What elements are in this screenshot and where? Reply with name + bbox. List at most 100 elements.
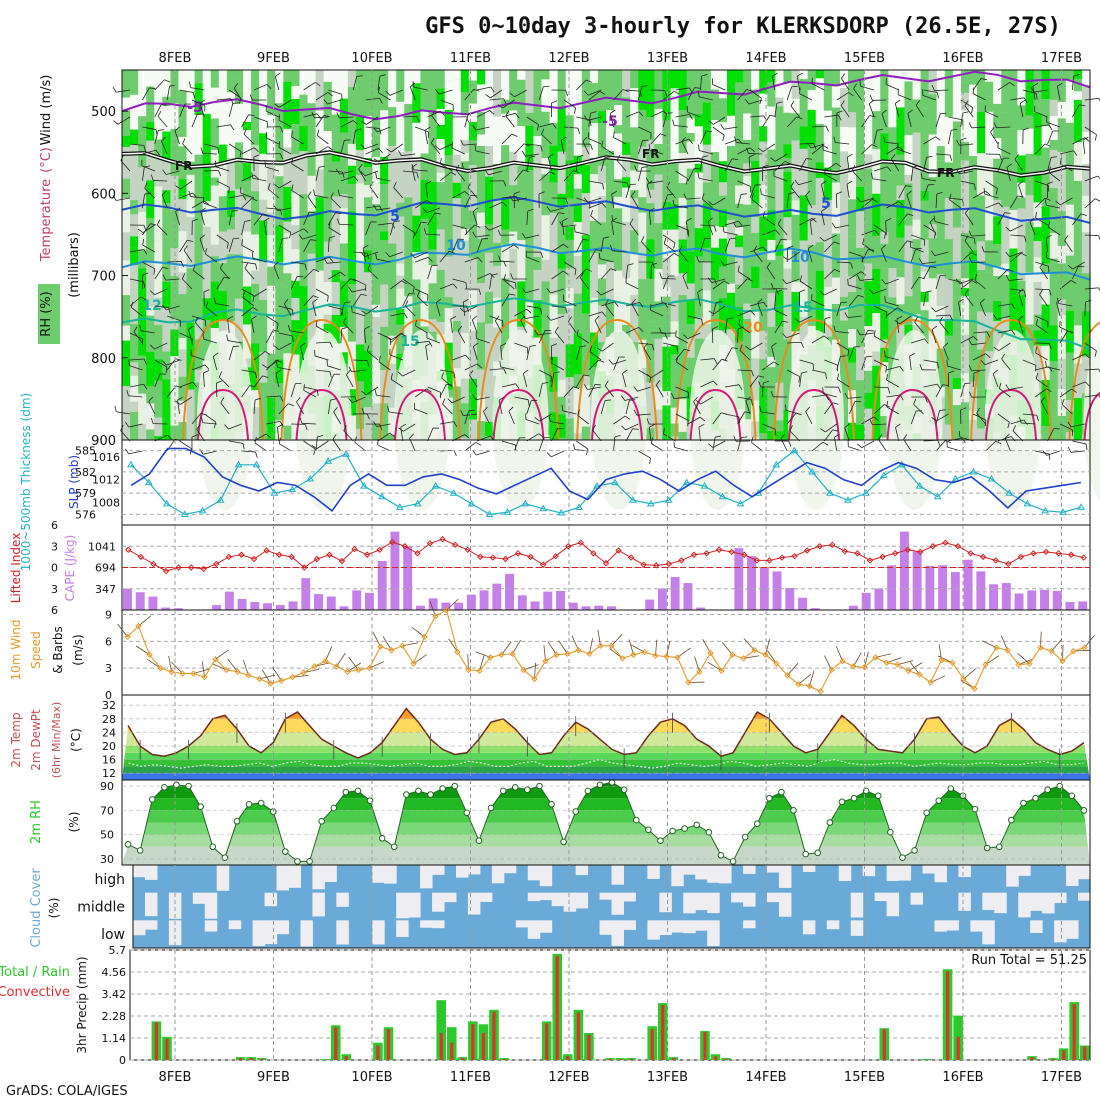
- rh-cell: [154, 359, 163, 381]
- wind-barb-flag: [753, 245, 758, 252]
- wind-marker: [1048, 647, 1055, 655]
- wind-barb: [340, 120, 354, 128]
- bottom-date-label: 16FEB: [942, 1070, 983, 1085]
- wind-barb: [202, 152, 217, 155]
- wind-barb-flag: [489, 273, 495, 279]
- rh2m-marker: [245, 800, 253, 808]
- wind-marker: [531, 675, 538, 683]
- wind-barb: [265, 110, 279, 118]
- wind-marker: [322, 657, 329, 665]
- wind-marker: [575, 647, 582, 654]
- wind-barb: [179, 192, 193, 199]
- cloud-clear-cell: [1018, 892, 1031, 918]
- rh-cell: [614, 105, 623, 126]
- cape-bar: [1040, 589, 1049, 610]
- rh-cell: [412, 70, 421, 84]
- rh-cell: [146, 148, 155, 181]
- rh-cell: [839, 350, 849, 393]
- rh-cell: [493, 265, 502, 298]
- wind-barb: [469, 375, 478, 388]
- wind-barb: [998, 342, 1011, 352]
- wind-barb: [278, 403, 289, 415]
- wind-barb-flag: [513, 191, 520, 195]
- wind-barb: [751, 198, 763, 209]
- rh-cell: [202, 298, 212, 321]
- wind-barb: [1019, 103, 1024, 118]
- rh-cell: [372, 423, 381, 432]
- precip-conv-bar: [239, 1058, 243, 1060]
- wind-barb-flag: [1023, 419, 1028, 425]
- wind-barb-flag: [1082, 136, 1089, 141]
- wind-barb: [745, 400, 751, 415]
- wind-barb: [662, 252, 675, 263]
- wind-barb: [277, 207, 292, 212]
- rh2m-marker: [403, 791, 410, 798]
- rh-cell: [1049, 325, 1059, 362]
- rh-cell: [307, 253, 317, 294]
- cape-bar: [403, 546, 413, 610]
- rh-cell: [670, 423, 680, 437]
- wind-barb-flag: [203, 289, 210, 293]
- precip-tick: 0: [119, 1054, 126, 1067]
- rh2m-marker: [427, 791, 434, 798]
- cape-bar: [123, 588, 132, 610]
- wind-barb-flag: [930, 266, 937, 268]
- wind-barb: [775, 153, 788, 162]
- rh-cell: [928, 278, 938, 295]
- thickness-marker: [234, 460, 243, 468]
- rh-cell: [1017, 294, 1026, 305]
- wind-marker: [179, 670, 186, 677]
- wind-barb-flag: [387, 405, 390, 412]
- rh2m-marker: [415, 787, 422, 795]
- wind-barb-flag: [960, 137, 967, 141]
- wind-barb: [277, 427, 280, 442]
- wind-barb-flag: [332, 434, 337, 440]
- wind-barb-flag: [538, 191, 545, 195]
- rh-cell: [444, 94, 454, 110]
- rh-cell: [186, 268, 196, 306]
- wind-barb: [861, 356, 867, 371]
- wind-barb-flag: [534, 329, 539, 336]
- wind-barb: [402, 278, 415, 288]
- rh-cell: [969, 171, 978, 214]
- wind-barb: [203, 202, 217, 209]
- cape-bar: [683, 583, 693, 610]
- wind-barb-flag: [343, 425, 347, 431]
- wind-barb-flag: [465, 282, 468, 289]
- rh-cell: [743, 319, 752, 364]
- wind-barb: [166, 305, 180, 311]
- rh-cell: [977, 70, 986, 113]
- wind-barb-flag: [1044, 143, 1051, 147]
- wind-barb-flag: [676, 346, 679, 353]
- rh-cell: [985, 312, 994, 331]
- rh-cell: [557, 268, 567, 315]
- rh-cell: [759, 264, 768, 291]
- rh-cell: [727, 255, 736, 284]
- rh-cell: [581, 281, 591, 314]
- wind-barb-flag: [1001, 353, 1005, 360]
- wind-barb: [352, 294, 362, 307]
- rh-cell: [1025, 195, 1035, 223]
- rh-cell: [783, 339, 793, 369]
- rh-cell: [912, 132, 922, 178]
- rh-cell: [597, 196, 607, 223]
- rh-cell: [662, 229, 672, 259]
- rh-cell: [654, 409, 663, 440]
- cape-bar: [543, 591, 553, 610]
- wind-barb-flag: [913, 398, 917, 405]
- rh-cell: [888, 207, 897, 219]
- wind-barb: [191, 315, 206, 321]
- rh-cell: [339, 194, 349, 208]
- wind-barb: [376, 423, 391, 427]
- wind-barb-flag: [737, 265, 740, 272]
- li-marker: [464, 546, 471, 553]
- wind-barb: [328, 170, 343, 173]
- rh-cell: [670, 229, 680, 277]
- wind-barb-flag: [361, 390, 367, 395]
- rh-cell: [428, 70, 438, 103]
- wind-barb: [291, 136, 304, 145]
- wind-barb: [923, 157, 927, 172]
- wind-barb-flag: [457, 325, 463, 332]
- rh-cell: [380, 70, 389, 111]
- wind-barb: [179, 240, 188, 253]
